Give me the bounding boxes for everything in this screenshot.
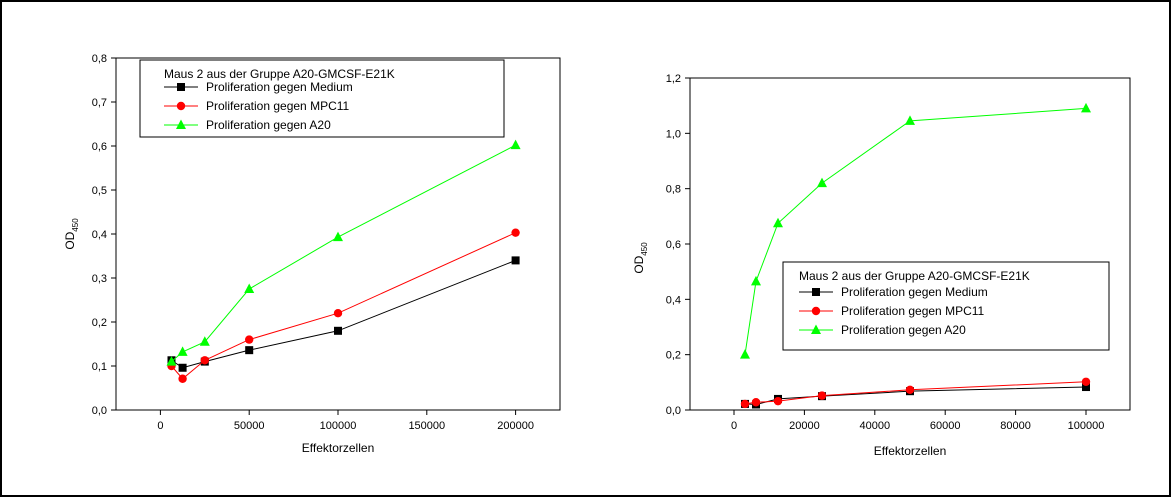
y-tick-label: 0,0 [92,405,107,417]
x-tick-label: 0 [731,420,737,432]
data-point [773,217,783,228]
data-point [1081,102,1091,113]
legend-label: Proliferation gegen A20 [206,118,331,132]
x-axis-label: Effektorzellen [874,444,947,458]
data-point [511,228,520,237]
legend-title: Maus 2 aus der Gruppe A20-GMCSF-E21K [799,269,1030,283]
data-point [199,336,210,346]
x-tick-label: 80000 [1000,420,1031,432]
y-tick-label: 0,2 [666,350,681,362]
legend-box [782,261,1110,351]
legend-marker [177,83,185,91]
y-tick-label: 0,1 [92,361,107,373]
data-point [740,349,750,359]
legend-label: Proliferation gegen A20 [841,323,966,337]
data-point [817,177,827,188]
y-tick-label: 0,8 [666,184,681,196]
y-tick-label: 0,6 [666,239,681,251]
x-tick-label: 100000 [1068,420,1105,432]
y-tick-label: 1,0 [666,128,681,140]
legend-marker [812,288,820,296]
data-point [1081,377,1091,386]
x-tick-label: 40000 [860,420,891,432]
y-tick-label: 0,4 [666,294,681,306]
legend: Maus 2 aus der Gruppe A20-GMCSF-E21K Pro… [139,59,505,138]
data-point [334,326,342,335]
data-series [740,102,1091,409]
y-tick-label: 0,4 [92,229,107,241]
x-tick-label: 200000 [497,420,534,432]
data-point [817,391,827,400]
data-point [333,309,343,318]
data-point [333,231,343,242]
y-axis-label: OD450 [63,218,80,250]
x-tick-label: 20000 [789,420,820,432]
data-point [510,139,521,150]
x-tick-label: 150000 [408,420,445,432]
x-tick-label: 50000 [234,420,265,432]
data-point [905,115,915,125]
legend-label: Proliferation gegen MPC11 [841,304,985,318]
data-point [177,346,188,356]
legend-marker [176,119,186,129]
legend-title: Maus 2 aus der Gruppe A20-GMCSF-E21K [164,67,395,81]
y-tick-label: 0,2 [92,317,107,329]
data-point [245,346,254,355]
legend-box [139,59,505,138]
data-point [905,385,915,395]
y-tick-label: 1,2 [666,73,681,85]
x-tick-label: 0 [157,420,163,432]
data-point [751,398,761,407]
data-point [773,396,783,406]
data-point [751,275,761,286]
data-point [511,256,520,265]
legend-marker [811,306,821,316]
data-point [740,399,750,409]
data-series [166,139,521,383]
legend-marker [176,101,186,111]
y-tick-label: 0,3 [92,273,107,285]
legend-items: Proliferation gegen Medium Proliferation … [799,285,988,337]
data-point [178,363,187,372]
chart-left: 0 50000 100000 150000 200000 0,0 0,1 0,2 0,3 0,4 0… [63,53,561,455]
data-point [178,374,187,383]
y-tick-label: 0,7 [92,97,107,109]
y-tick-label: 0,0 [666,405,681,417]
y-tick-label: 0,5 [92,185,107,197]
data-point [1082,383,1090,392]
data-point [245,335,254,344]
data-point [200,356,209,365]
legend-items: Proliferation gegen Medium Proliferation … [164,80,353,132]
y-tick-label: 0,8 [92,53,107,65]
x-tick-label: 60000 [930,420,961,432]
series-line [744,107,1087,355]
x-axis-label: Effektorzellen [302,441,375,455]
axis-ticks: 0 50000 100000 150000 200000 0,0 0,1 0,2 0,3 0,4 0… [92,53,534,432]
legend-label: Proliferation gegen Medium [841,285,988,299]
axis-ticks: 0 20000 40000 60000 80000 100000 0,0 0,2 0,4 0,6 0… [666,73,1105,432]
data-point [166,356,177,366]
legend-label: Proliferation gegen Medium [206,80,353,94]
legend-label: Proliferation gegen MPC11 [206,99,350,113]
chart-right: 0 20000 40000 60000 80000 100000 0,0 0,2 0,4 0,6 0… [632,73,1131,458]
y-tick-label: 0,6 [92,141,107,153]
x-tick-label: 100000 [320,420,357,432]
legend-marker [811,324,821,334]
legend: Maus 2 aus der Gruppe A20-GMCSF-E21K Pro… [782,261,1110,351]
data-point [244,283,255,293]
y-axis-label: OD450 [632,242,649,274]
